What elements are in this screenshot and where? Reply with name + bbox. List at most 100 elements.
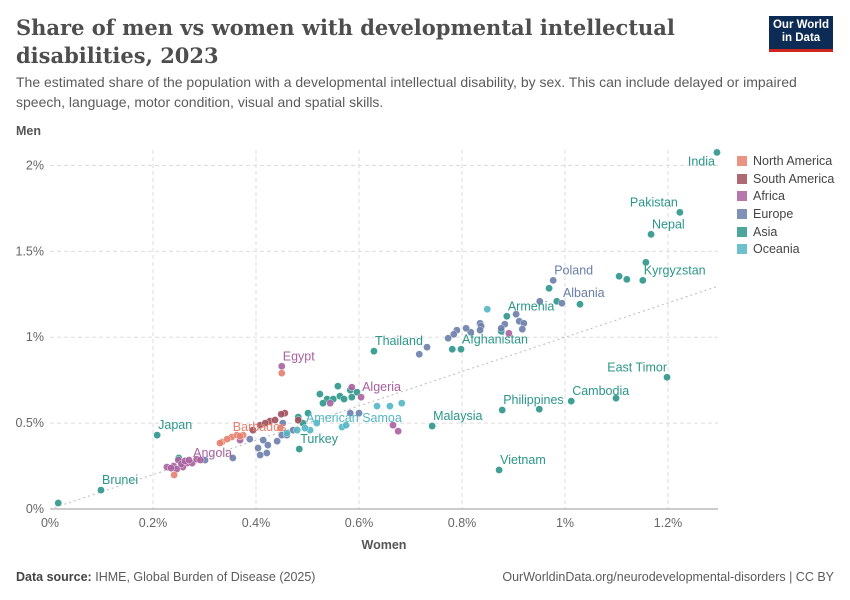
chart-title: Share of men vs women with developmental…	[16, 15, 675, 68]
data-point[interactable]	[348, 383, 356, 392]
data-point[interactable]	[415, 350, 424, 359]
data-point[interactable]	[444, 334, 452, 343]
data-point[interactable]	[612, 394, 620, 403]
legend-item[interactable]: Asia	[737, 223, 834, 241]
point-label: Armenia	[508, 299, 555, 313]
data-point[interactable]	[294, 416, 303, 424]
data-point[interactable]	[357, 393, 365, 401]
data-point[interactable]	[301, 424, 309, 432]
data-point[interactable]	[389, 421, 397, 429]
data-point[interactable]	[254, 444, 262, 452]
data-point[interactable]	[185, 456, 193, 464]
data-point[interactable]	[498, 406, 507, 414]
data-point[interactable]	[386, 402, 394, 410]
data-point[interactable]	[264, 441, 272, 449]
legend-item[interactable]: Europe	[737, 205, 834, 223]
data-point[interactable]	[246, 435, 254, 443]
data-point[interactable]	[663, 373, 671, 382]
data-point[interactable]	[277, 410, 286, 418]
data-point[interactable]	[397, 399, 406, 407]
data-point[interactable]	[558, 299, 566, 308]
data-source-label: Data source:	[16, 570, 92, 584]
data-point[interactable]	[261, 419, 270, 427]
data-point[interactable]	[271, 416, 279, 424]
point-label: Kyrgyzstan	[644, 263, 706, 277]
point-label: Poland	[554, 263, 593, 277]
data-point[interactable]	[647, 230, 655, 239]
data-point[interactable]	[277, 362, 286, 371]
data-point[interactable]	[394, 427, 402, 435]
data-point[interactable]	[355, 409, 363, 417]
data-point[interactable]	[312, 419, 321, 427]
data-point[interactable]	[153, 431, 161, 439]
data-point[interactable]	[326, 399, 334, 407]
owid-logo[interactable]: Our World in Data	[769, 16, 833, 52]
legend-item[interactable]: North America	[737, 152, 834, 170]
data-point[interactable]	[639, 276, 647, 285]
data-point[interactable]	[196, 456, 205, 464]
data-point[interactable]	[642, 258, 650, 267]
legend-item[interactable]: Africa	[737, 187, 834, 205]
data-point[interactable]	[576, 300, 584, 309]
data-point[interactable]	[353, 388, 361, 396]
data-point[interactable]	[495, 466, 503, 474]
data-point[interactable]	[263, 449, 271, 457]
data-point[interactable]	[535, 405, 544, 414]
data-point[interactable]	[567, 397, 576, 405]
data-point[interactable]	[256, 451, 264, 459]
data-point[interactable]	[170, 471, 178, 479]
data-point[interactable]	[340, 395, 348, 403]
data-point[interactable]	[449, 330, 458, 339]
data-point[interactable]	[295, 445, 304, 453]
legend-label: Asia	[753, 224, 778, 239]
data-point[interactable]	[503, 312, 511, 321]
data-point[interactable]	[319, 399, 327, 407]
data-point[interactable]	[236, 432, 244, 440]
data-point[interactable]	[448, 345, 457, 354]
data-point[interactable]	[623, 275, 631, 284]
data-point[interactable]	[293, 426, 302, 434]
data-point[interactable]	[457, 345, 465, 354]
data-point[interactable]	[423, 343, 431, 351]
data-point[interactable]	[316, 390, 324, 398]
legend-item[interactable]: South America	[737, 170, 834, 188]
data-point[interactable]	[273, 437, 281, 445]
data-point[interactable]	[277, 369, 286, 377]
data-point[interactable]	[545, 284, 553, 293]
data-point[interactable]	[348, 393, 356, 401]
data-point[interactable]	[304, 409, 312, 417]
data-point[interactable]	[276, 424, 285, 432]
legend-label: North America	[753, 153, 833, 168]
data-point[interactable]	[483, 305, 492, 314]
data-point[interactable]	[223, 435, 231, 443]
data-point[interactable]	[259, 436, 268, 444]
data-point[interactable]	[615, 272, 623, 281]
data-point[interactable]	[216, 439, 224, 447]
data-point[interactable]	[713, 148, 721, 157]
data-point[interactable]	[97, 486, 105, 494]
source-url-link[interactable]: OurWorldinData.org/neurodevelopmental-di…	[502, 570, 834, 584]
data-point[interactable]	[373, 402, 381, 410]
data-point[interactable]	[512, 310, 520, 319]
data-point[interactable]	[676, 208, 684, 217]
data-point[interactable]	[428, 422, 436, 430]
data-point[interactable]	[505, 329, 513, 338]
data-point[interactable]	[229, 454, 237, 462]
data-point[interactable]	[476, 326, 484, 334]
data-point[interactable]	[462, 324, 470, 333]
data-point[interactable]	[518, 325, 527, 333]
data-point[interactable]	[283, 429, 291, 437]
data-point[interactable]	[497, 324, 505, 333]
data-point[interactable]	[334, 382, 342, 390]
data-point[interactable]	[342, 421, 350, 429]
data-point[interactable]	[549, 276, 557, 285]
data-point[interactable]	[370, 347, 378, 355]
y-tick-label: 1%	[26, 330, 44, 344]
legend-item[interactable]: Oceania	[737, 240, 834, 258]
data-point[interactable]	[249, 426, 257, 434]
data-point[interactable]	[346, 409, 355, 417]
data-point[interactable]	[54, 499, 63, 507]
data-point[interactable]	[535, 297, 544, 306]
data-point[interactable]	[167, 464, 175, 472]
point-label: Afghanistan	[462, 332, 528, 346]
